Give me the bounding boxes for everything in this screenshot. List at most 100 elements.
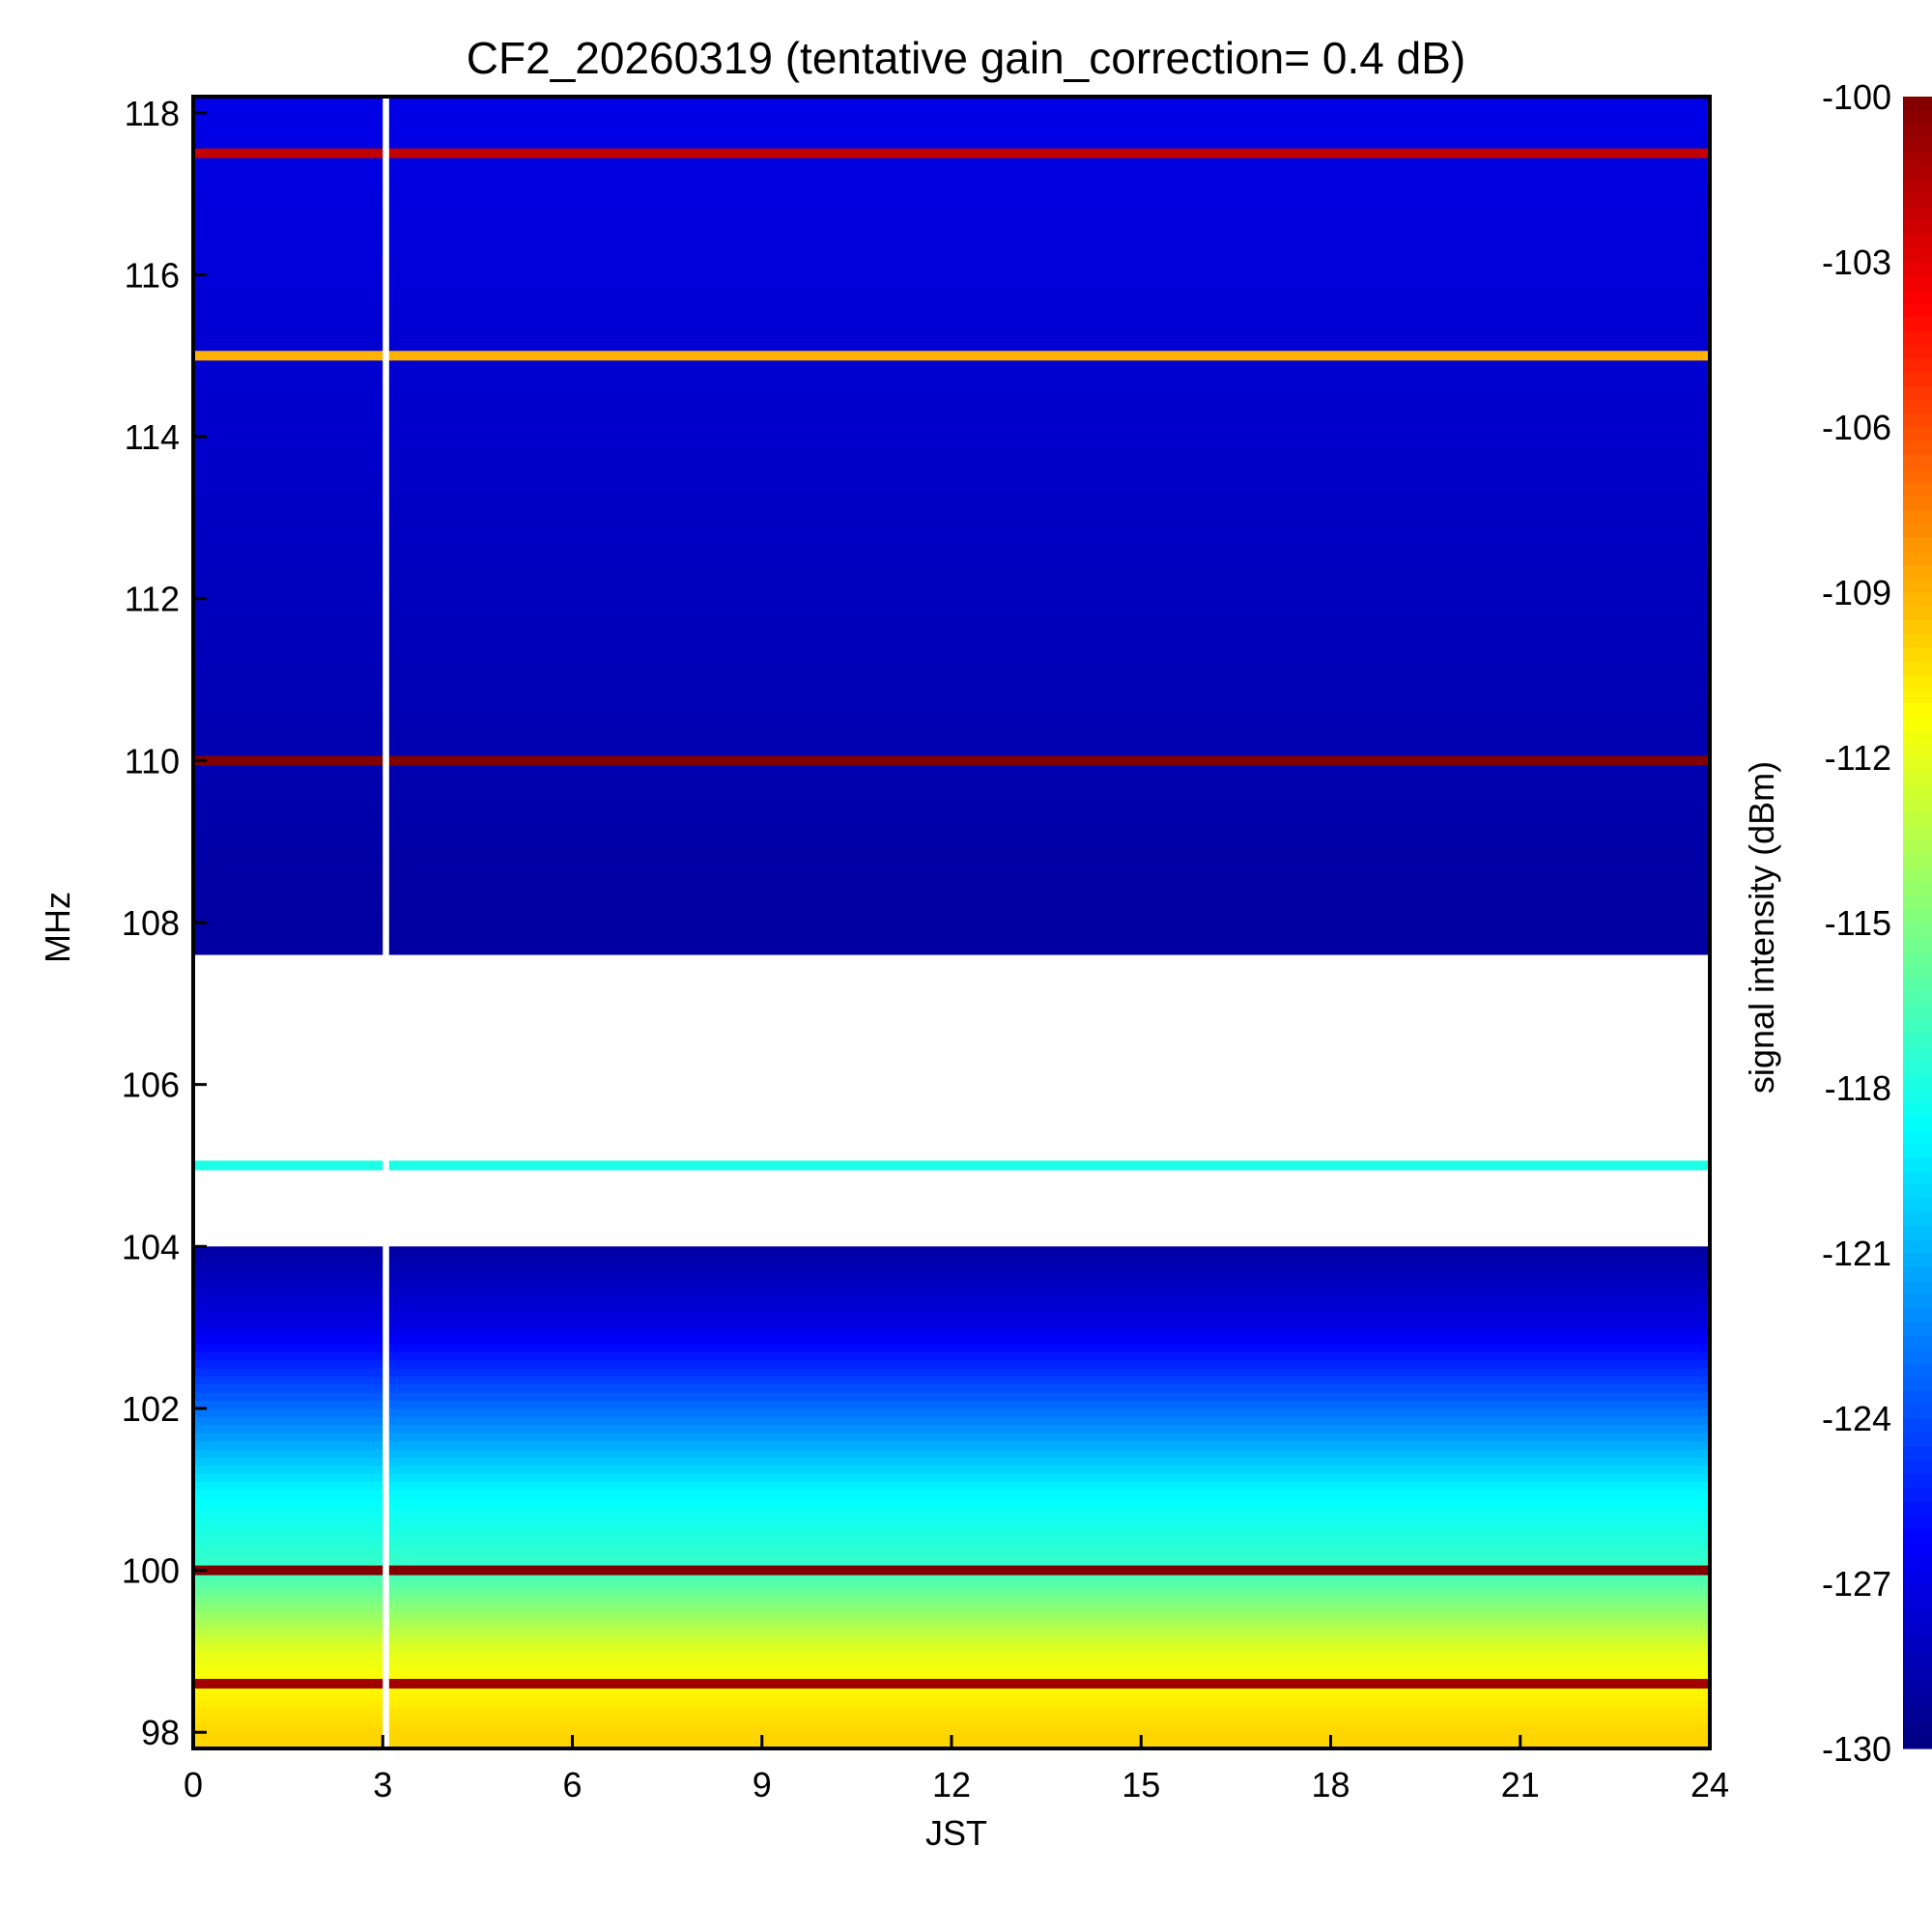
spectrum-row (193, 226, 1710, 236)
spectrum-row (193, 1513, 1710, 1522)
colorbar-segment (1903, 1183, 1932, 1199)
colorbar-segment (1903, 1734, 1932, 1749)
x-axis-label: JST (925, 1813, 987, 1853)
colorbar-segment (1903, 220, 1932, 236)
spectrum-row (193, 792, 1710, 802)
colorbar-segment (1903, 1156, 1932, 1172)
carrier-line (193, 1160, 1710, 1171)
spectrum-row (193, 533, 1710, 543)
colorbar-segment (1903, 702, 1932, 717)
colorbar-segment (1903, 853, 1932, 868)
carrier-line (193, 1565, 1710, 1576)
spectrum-row (193, 607, 1710, 616)
y-tick-label: 114 (125, 417, 180, 457)
spectrum-row (193, 890, 1710, 899)
spectrum-row (193, 1335, 1710, 1345)
y-axis-label: MHz (38, 892, 77, 963)
carrier-line (193, 755, 1710, 766)
spectrum-row (193, 1643, 1710, 1653)
colorbar-segment (1903, 1528, 1932, 1543)
spectrum-row (193, 234, 1710, 243)
colorbar-segment (1903, 372, 1932, 386)
spectrum-row (193, 574, 1710, 583)
colorbar-segment (1903, 1060, 1932, 1075)
spectrum-row (193, 315, 1710, 325)
colorbar-segment (1903, 1293, 1932, 1309)
colorbar-segment (1903, 454, 1932, 469)
colorbar-segment (1903, 826, 1932, 841)
spectrum-row (193, 744, 1710, 753)
colorbar-segment (1903, 440, 1932, 456)
colorbar-segment (1903, 757, 1932, 772)
spectrum-row (193, 687, 1710, 696)
colorbar-segment (1903, 317, 1932, 331)
spectrum-row (193, 387, 1710, 397)
spectrum-row (193, 1457, 1710, 1466)
x-tick-label: 15 (1122, 1765, 1160, 1804)
spectrum-row (193, 526, 1710, 535)
x-axis: 0 3 6 9 12 15 18 21 24 (184, 1735, 1729, 1804)
x-tick-label: 18 (1311, 1765, 1350, 1804)
spectrum-row (193, 1659, 1710, 1668)
colorbar-segment (1903, 1005, 1932, 1020)
colorbar-segment (1903, 895, 1932, 910)
spectrum-row (193, 493, 1710, 502)
spectrum-row (193, 866, 1710, 875)
spectrum-row (193, 1481, 1710, 1491)
y-tick-label: 116 (125, 255, 180, 295)
colorbar-segment (1903, 1432, 1932, 1447)
colorbar-segment (1903, 1473, 1932, 1488)
spectrum-row (193, 801, 1710, 810)
colorbar-segment (1903, 1211, 1932, 1227)
colorbar-segment (1903, 688, 1932, 703)
spectrum-row (193, 1448, 1710, 1458)
spectrum-row (193, 509, 1710, 519)
spectrum-row (193, 712, 1710, 722)
colorbar-segment (1903, 385, 1932, 401)
spectrum-row (193, 655, 1710, 665)
colorbar-segment (1903, 1390, 1932, 1406)
spectrum-row (193, 671, 1710, 681)
spectrum-row (193, 857, 1710, 867)
data-gap (383, 97, 389, 1748)
spectrum-row (193, 639, 1710, 648)
colorbar-segment (1903, 482, 1932, 497)
colorbar-segment (1903, 1418, 1932, 1433)
colorbar-segment (1903, 289, 1932, 304)
spectrum-row (193, 1311, 1710, 1321)
spectrum-row (193, 331, 1710, 341)
spectrum-row (193, 1699, 1710, 1709)
colorbar-segment (1903, 743, 1932, 758)
colorbar-segment (1903, 1225, 1932, 1240)
colorbar-segment (1903, 468, 1932, 483)
colorbar-segment (1903, 978, 1932, 992)
y-tick-label: 110 (125, 741, 180, 781)
spectrum-row (193, 469, 1710, 478)
plot-area (193, 97, 1710, 1749)
spectrum-row (193, 914, 1710, 923)
spectrum-row (193, 461, 1710, 470)
spectrum-row (193, 557, 1710, 567)
colorbar-segment (1903, 1266, 1932, 1282)
colorbar-tick-label: -118 (1825, 1068, 1891, 1108)
colorbar-segment (1903, 867, 1932, 882)
spectrum-row (193, 169, 1710, 179)
spectrum-row (193, 582, 1710, 591)
colorbar-segment (1903, 1073, 1932, 1089)
spectrum-row (193, 128, 1710, 138)
spectrum-row (193, 614, 1710, 624)
colorbar-segment (1903, 427, 1932, 441)
colorbar-segment (1903, 179, 1932, 194)
colorbar-tick-label: -103 (1822, 242, 1891, 282)
colorbar-segment (1903, 1349, 1932, 1364)
spectrum-row (193, 841, 1710, 851)
colorbar-segment (1903, 412, 1932, 428)
colorbar-segment (1903, 496, 1932, 511)
colorbar-segment (1903, 661, 1932, 676)
colorbar-segment (1903, 1238, 1932, 1254)
colorbar-segment (1903, 302, 1932, 318)
spectrum-row (193, 452, 1710, 462)
colorbar-segment (1903, 1459, 1932, 1474)
colorbar-segment (1903, 1101, 1932, 1117)
